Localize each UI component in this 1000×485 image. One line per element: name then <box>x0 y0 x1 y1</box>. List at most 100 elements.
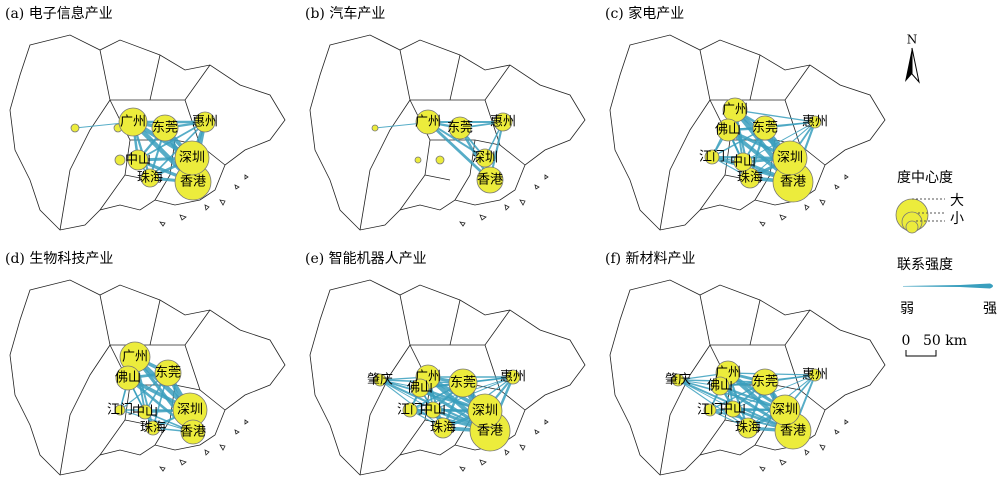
node <box>174 140 210 176</box>
node <box>710 376 730 396</box>
city-label: 中山 <box>132 405 158 420</box>
city-label: 深圳 <box>177 403 203 418</box>
node <box>410 378 430 398</box>
panel-title: (a) 电子信息产业 <box>5 5 113 22</box>
node <box>424 401 442 419</box>
link <box>742 121 816 163</box>
city-label: 佛山 <box>407 381 433 396</box>
node <box>154 359 182 387</box>
city-label: 江门 <box>107 403 133 418</box>
panel-title: (e) 智能机器人产业 <box>305 251 427 267</box>
city-label: 深圳 <box>772 403 798 418</box>
size-key-label: 小 <box>950 211 964 227</box>
city-label: 佛山 <box>115 371 141 386</box>
city-label: 中山 <box>420 403 446 418</box>
node <box>733 152 753 172</box>
city-label: 中山 <box>720 402 746 417</box>
city-label: 中山 <box>125 153 151 168</box>
basemap <box>9 279 286 476</box>
city-label: 珠海 <box>737 171 763 186</box>
node <box>704 149 720 165</box>
city-label: 肇庆 <box>665 373 691 388</box>
node <box>114 404 126 416</box>
node <box>402 402 418 418</box>
city-label: 肇庆 <box>367 373 393 388</box>
city-label: 东莞 <box>152 121 178 136</box>
node <box>414 156 422 164</box>
node <box>751 368 779 396</box>
node <box>769 394 801 426</box>
scale-label: 50 km <box>923 333 967 349</box>
node <box>180 419 206 445</box>
north-label: N <box>907 33 918 47</box>
link-key-label: 弱 <box>900 301 914 317</box>
legend-title: 度中心度 <box>897 170 953 186</box>
node <box>127 149 149 171</box>
link-key <box>903 283 993 289</box>
city-label: 香港 <box>780 424 806 439</box>
node <box>772 140 808 176</box>
node <box>448 116 472 140</box>
node <box>724 400 742 418</box>
node <box>737 417 759 439</box>
node <box>716 118 740 142</box>
city-label: 深圳 <box>777 151 803 166</box>
city-label: 惠州 <box>802 368 828 383</box>
city-label: 东莞 <box>155 366 181 381</box>
city-label: 广州 <box>415 115 441 130</box>
city-label: 惠州 <box>802 115 828 130</box>
node <box>194 111 216 133</box>
link <box>732 374 816 410</box>
city-label: 江门 <box>697 403 723 418</box>
city-label: 东莞 <box>752 121 778 136</box>
size-key <box>905 220 919 234</box>
node <box>505 369 521 385</box>
city-label: 东莞 <box>752 375 778 390</box>
node <box>118 107 148 137</box>
link <box>119 409 194 433</box>
node <box>493 112 513 132</box>
link <box>426 120 492 182</box>
node <box>448 368 478 398</box>
node <box>703 403 717 417</box>
link <box>137 121 206 161</box>
link <box>734 109 816 123</box>
city-label: 香港 <box>780 175 806 190</box>
city-label: 深圳 <box>472 151 498 166</box>
legend-title: 联系强度 <box>897 257 953 273</box>
city-label: 广州 <box>715 366 741 381</box>
node <box>475 148 495 168</box>
size-key-guide <box>912 198 945 222</box>
node <box>671 373 685 387</box>
city-label: 东莞 <box>450 376 476 391</box>
city-label: 香港 <box>477 173 503 188</box>
panel-title: (b) 汽车产业 <box>305 5 385 22</box>
node <box>808 368 822 382</box>
city-label: 珠海 <box>430 421 456 436</box>
city-label: 珠海 <box>140 421 166 436</box>
city-label: 珠海 <box>735 421 761 436</box>
city-label: 江门 <box>699 150 725 165</box>
city-label: 深圳 <box>472 404 498 419</box>
node <box>140 168 160 188</box>
node <box>415 109 441 135</box>
city-label: 惠州 <box>490 115 516 130</box>
city-label: 珠海 <box>137 171 163 186</box>
city-label: 香港 <box>180 425 206 440</box>
city-label: 广州 <box>415 370 441 385</box>
node <box>432 417 454 439</box>
scale-label: 0 <box>902 333 911 349</box>
city-label: 香港 <box>477 424 503 439</box>
node <box>115 365 141 391</box>
panel-title: (d) 生物科技产业 <box>5 251 113 267</box>
size-key-label: 大 <box>950 193 964 209</box>
city-label: 惠州 <box>192 115 218 130</box>
panel-title: (f) 新材料产业 <box>605 251 696 267</box>
node <box>808 115 822 129</box>
node <box>467 393 503 429</box>
link <box>432 376 514 411</box>
